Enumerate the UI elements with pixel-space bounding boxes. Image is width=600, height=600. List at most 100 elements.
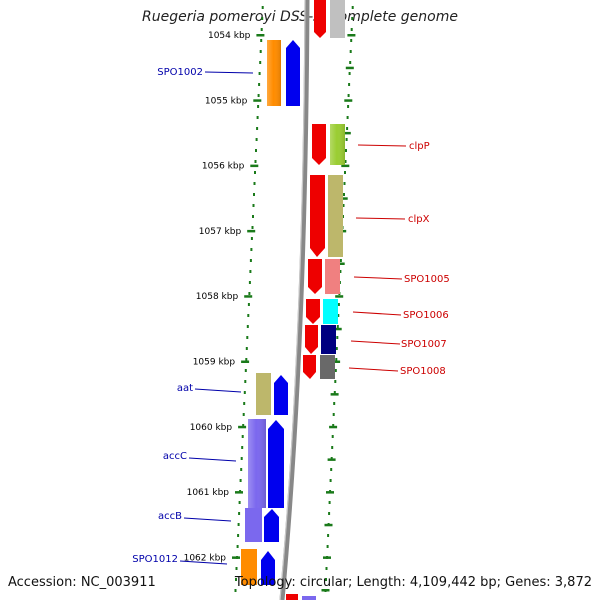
gene-label-aat[interactable]: aat [177, 383, 193, 394]
ruler-tick [326, 491, 334, 494]
ruler-dot [330, 468, 333, 471]
gene-category-highlight [330, 124, 345, 165]
ruler-dot [243, 391, 246, 394]
ruler-dot [245, 347, 248, 350]
ruler-dot [350, 28, 353, 31]
ruler-dot [332, 413, 335, 416]
ruler-dot [245, 358, 248, 361]
accession-text: Accession: NC_003911 [8, 575, 156, 590]
gene-label-spo1005[interactable]: SPO1005 [404, 274, 450, 285]
gene-category-block[interactable] [328, 175, 343, 257]
ruler: 1054 kbp 1055 kbp 1056 kbp 1057 kbp 1058 kbp… [184, 31, 356, 592]
gene-category-block[interactable] [330, 0, 345, 38]
ruler-dot [335, 358, 338, 361]
gene-category-block[interactable] [256, 373, 271, 415]
map-title: Ruegeria pomeroyi DSS-3, complete genome [142, 9, 458, 25]
gene-label-spo1002[interactable]: SPO1002 [157, 67, 203, 78]
ruler-dot [244, 369, 247, 372]
forward-gene-arrow[interactable] [286, 40, 300, 106]
ruler-tick-label: 1061 kbp [187, 488, 230, 498]
ruler-dot [242, 424, 245, 427]
ruler-dot [328, 501, 331, 504]
ruler-tick [329, 425, 338, 429]
ruler-dot [252, 204, 255, 207]
ruler-tick [335, 295, 344, 298]
ruler-dot [244, 380, 247, 383]
ruler-dot [347, 94, 350, 97]
gene-category-block[interactable] [325, 259, 340, 294]
ruler-minor-tick [339, 197, 348, 200]
ruler-dot [254, 160, 257, 163]
ruler-dot [253, 193, 255, 196]
gene-label-accb[interactable]: accB [158, 511, 182, 522]
reverse-gene-arrow[interactable] [303, 355, 316, 379]
gene-category-block[interactable] [321, 325, 336, 354]
ruler-dot [246, 336, 249, 339]
gene-label-clpp[interactable]: clpP [409, 141, 430, 152]
reverse-gene-arrow[interactable] [305, 325, 318, 354]
reverse-gene-arrow[interactable] [308, 259, 322, 294]
ruler-dot [255, 138, 258, 141]
ruler-minor-tick [336, 262, 345, 265]
gene-label-spo1007[interactable]: SPO1007 [401, 339, 447, 350]
ruler-dot [337, 303, 340, 306]
ruler-minor-tick [330, 393, 339, 396]
ruler-dot [349, 61, 352, 64]
gene-label-spo1012[interactable]: SPO1012 [132, 554, 178, 565]
ruler-dot [260, 28, 263, 31]
ruler-dot [344, 171, 346, 174]
ruler-tick [238, 425, 247, 429]
ruler-dot [331, 446, 334, 449]
ruler-tick [250, 164, 259, 168]
ruler-dot [237, 523, 240, 526]
ruler-tick [347, 34, 356, 37]
ruler-dot [325, 567, 328, 570]
ruler-dot [343, 193, 345, 196]
ruler-tick-label: 1054 kbp [208, 31, 251, 41]
ruler-dot [328, 512, 331, 515]
gene-label-spo1008[interactable]: SPO1008 [400, 366, 446, 377]
ruler-dot [255, 149, 257, 152]
forward-gene-arrow[interactable] [261, 551, 275, 585]
forward-gene-arrow[interactable] [274, 375, 288, 415]
gene-category-block[interactable] [286, 594, 298, 600]
ruler-dot [249, 270, 252, 273]
forward-gene-arrow[interactable] [264, 509, 279, 542]
gene-label-clpx[interactable]: clpX [408, 214, 430, 225]
ruler-dot [332, 424, 335, 427]
ruler-dot [242, 413, 245, 416]
ruler-dot [347, 105, 350, 108]
ruler-dot [336, 336, 339, 339]
gene-category-block[interactable] [245, 508, 262, 542]
ruler-dot [235, 567, 238, 570]
forward-gene-arrow[interactable] [268, 420, 284, 508]
gene-category-highlight [267, 40, 281, 106]
ruler-dot [331, 435, 334, 438]
reverse-gene-arrow[interactable] [314, 0, 326, 38]
gene-category-block[interactable] [323, 299, 338, 324]
ruler-tick-label: 1055 kbp [205, 96, 248, 106]
ruler-dot [241, 446, 244, 449]
ruler-dot [261, 17, 264, 20]
ruler-dot [326, 545, 329, 548]
ruler-tick [323, 556, 331, 559]
ruler-dot [254, 171, 256, 174]
ruler-dot [256, 116, 259, 119]
ruler-dot [247, 303, 250, 306]
topology-text: Topology: circular; Length: 4,109,442 bp… [234, 575, 592, 590]
gene-category-block[interactable] [241, 549, 257, 585]
ruler-dot [333, 391, 336, 394]
ruler-dot [351, 17, 354, 20]
gene-category-block[interactable] [320, 355, 335, 379]
gene-label-accc[interactable]: accC [163, 451, 187, 462]
ruler-minor-tick [345, 66, 354, 70]
ruler-tick-label: 1062 kbp [184, 553, 227, 563]
gene-label-spo1006[interactable]: SPO1006 [403, 310, 449, 321]
ruler-tick [232, 556, 240, 559]
reverse-gene-arrow[interactable] [312, 124, 326, 165]
ruler-dot [349, 50, 352, 53]
reverse-gene-arrow[interactable] [306, 299, 320, 324]
ruler-dot [250, 237, 253, 240]
gene-category-block[interactable] [302, 596, 316, 600]
reverse-gene-arrow[interactable] [310, 175, 325, 257]
